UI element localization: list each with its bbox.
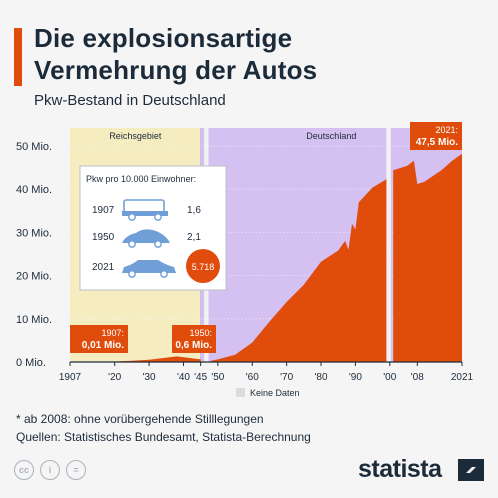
x-tick-label: 1907 bbox=[59, 372, 82, 383]
y-tick-label: 20 Mio. bbox=[16, 271, 52, 283]
car-icon bbox=[122, 260, 176, 278]
annotation-2021-line1: 2021: bbox=[435, 125, 458, 135]
x-tick-label: '50 bbox=[211, 372, 224, 383]
axes: 1907 '20 '30 '40 '45 '50 '60 '70 '80 '90 '00 '08 202… bbox=[59, 361, 474, 398]
inset-value: 5.718 bbox=[192, 262, 215, 272]
inset-year: 1907 bbox=[92, 205, 115, 216]
x-tick-label: '00 bbox=[383, 372, 396, 383]
y-tick-label: 30 Mio. bbox=[16, 227, 52, 239]
x-tick-label: '30 bbox=[143, 372, 156, 383]
title-line-2: Vermehrung der Autos bbox=[34, 55, 318, 85]
era-label: Deutschland bbox=[306, 131, 356, 141]
x-tick-label: '80 bbox=[314, 372, 327, 383]
subtitle: Pkw-Bestand in Deutschland bbox=[34, 92, 226, 109]
area-series bbox=[70, 356, 201, 362]
annotation-1907-box bbox=[70, 325, 128, 353]
x-tick-label: 2021 bbox=[451, 372, 474, 383]
y-tick-label: 0 Mio. bbox=[16, 357, 46, 369]
highlight-circle bbox=[186, 249, 220, 283]
no-derivatives-icon[interactable]: = bbox=[66, 460, 86, 480]
era-label: Reichsgebiet bbox=[109, 131, 162, 141]
annotation-1950-box bbox=[172, 325, 216, 353]
footnote: * ab 2008: ohne vorübergehende Stilllegu… bbox=[16, 412, 264, 426]
x-tick-label: '20 bbox=[108, 372, 121, 383]
car-icon bbox=[122, 229, 170, 248]
car-icon bbox=[122, 199, 168, 221]
annotations: 1907: 0,01 Mio. 1950: 0,6 Mio. 2021: 47,5 Mio… bbox=[70, 122, 462, 353]
annotation-1950-line2: 0,6 Mio. bbox=[175, 340, 212, 351]
attribution-icon[interactable]: i bbox=[40, 460, 60, 480]
statista-logo[interactable]: statista bbox=[358, 455, 442, 483]
x-tick-label: '08 bbox=[411, 372, 424, 383]
annotation-1907-line2: 0,01 Mio. bbox=[82, 340, 124, 351]
title-line-1: Die explosionsartige bbox=[34, 23, 293, 53]
x-tick-label: '45 bbox=[194, 372, 207, 383]
inset-value: 1,6 bbox=[187, 205, 201, 216]
annotation-1950-line1: 1950: bbox=[189, 328, 212, 338]
y-tick-label: 40 Mio. bbox=[16, 184, 52, 196]
inset-year: 1950 bbox=[92, 232, 115, 243]
title-accent-bar bbox=[14, 28, 22, 86]
x-tick-label: '60 bbox=[246, 372, 259, 383]
source-text: Quellen: Statistisches Bundesamt, Statis… bbox=[16, 430, 311, 444]
y-tick-label: 50 Mio. bbox=[16, 141, 52, 153]
y-tick-label: 10 Mio. bbox=[16, 314, 52, 326]
x-tick-label: '90 bbox=[349, 372, 362, 383]
x-tick-label: '40 bbox=[177, 372, 190, 383]
annotation-2021-box bbox=[410, 122, 462, 150]
area-series bbox=[393, 153, 462, 362]
legend-label: Keine Daten bbox=[250, 388, 300, 398]
annotation-2021-line2: 47,5 Mio. bbox=[416, 137, 458, 148]
inset-value: 2,1 bbox=[187, 232, 201, 243]
area-layer bbox=[69, 153, 463, 363]
statista-logo-mark-icon bbox=[458, 459, 484, 481]
area-series bbox=[210, 179, 387, 362]
x-tick-label: '70 bbox=[280, 372, 293, 383]
creative-commons-icon[interactable]: cc bbox=[14, 460, 34, 480]
annotation-1907-line1: 1907: bbox=[101, 328, 124, 338]
inset-title: Pkw pro 10.000 Einwohner: bbox=[86, 174, 196, 184]
legend-swatch bbox=[236, 388, 245, 397]
inset-panel: Pkw pro 10.000 Einwohner: 1907 1,6 1950 2,1 2… bbox=[79, 165, 227, 291]
no-data-gap bbox=[386, 128, 391, 362]
license-icons: cc i = bbox=[14, 460, 86, 480]
inset-year: 2021 bbox=[92, 262, 115, 273]
page-title: Die explosionsartige Vermehrung der Auto… bbox=[34, 22, 317, 86]
